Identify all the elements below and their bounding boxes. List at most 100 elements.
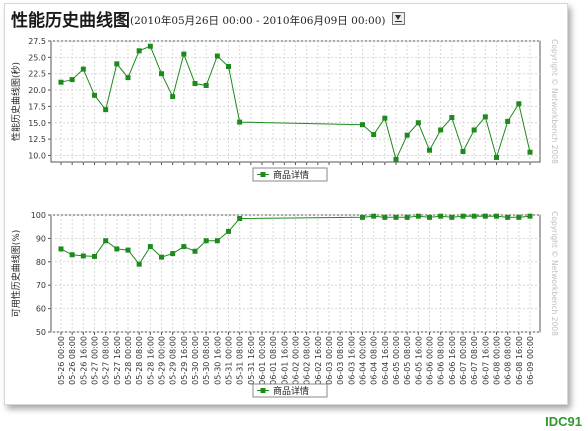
legend-box: [252, 383, 328, 398]
data-point: [393, 156, 399, 162]
x-tick-label: 05-30 08:00: [202, 336, 211, 385]
data-point: [382, 214, 388, 220]
data-point: [494, 213, 499, 219]
data-point: [516, 214, 522, 220]
x-tick-label: 05-26 00:00: [57, 336, 66, 385]
x-tick-label: 06-01 00:00: [258, 336, 267, 385]
x-tick-label: 05-28 16:00: [146, 336, 155, 385]
x-tick-label: 06-06 16:00: [448, 336, 457, 385]
data-point: [482, 213, 488, 219]
copyright-label: Copyright © Networkbench 2008: [550, 39, 559, 164]
x-tick-label: 06-06 00:00: [426, 336, 435, 385]
data-point: [505, 118, 511, 124]
data-point: [203, 82, 209, 88]
x-tick-label: 05-26 16:00: [79, 336, 88, 385]
x-tick-label: 06-06 08:00: [437, 336, 446, 385]
date-range: (2010年05月26日 00:00 - 2010年06月09日 00:00): [130, 15, 386, 27]
y-tick-label: 25.0: [28, 53, 46, 62]
x-tick-label: 06-04 16:00: [381, 336, 390, 385]
data-point: [471, 213, 477, 219]
data-point: [58, 246, 64, 252]
data-point: [58, 79, 64, 85]
x-tick-label: 05-29 16:00: [180, 336, 189, 385]
x-tick-label: 06-02 16:00: [314, 336, 323, 385]
data-point: [404, 132, 410, 138]
data-point: [438, 127, 444, 133]
x-tick-label: 06-05 08:00: [403, 336, 412, 385]
legend-label: 商品详情: [273, 169, 309, 181]
data-point: [203, 238, 209, 244]
y-tick-label: 50: [36, 328, 46, 337]
data-point: [192, 81, 198, 87]
data-point: [147, 244, 153, 250]
y-tick-label: 20.0: [28, 86, 46, 95]
x-tick-label: 06-05 00:00: [392, 336, 401, 385]
charts-canvas: 10.0 12.5 15.0 17.5 20.0 22.5 25.0 27.5 性能历史曲线图(…: [10, 37, 559, 398]
y-tick-label: 27.5: [28, 37, 46, 46]
legend: 商品详情: [252, 167, 328, 182]
data-point: [214, 238, 220, 244]
data-point: [427, 147, 432, 153]
x-tick-label: 06-04 00:00: [359, 336, 368, 385]
chart-header: 性能历史曲线图(2010年05月26日 00:00 - 2010年06月09日 …: [11, 6, 405, 31]
x-tick-label: 06-08 00:00: [493, 336, 502, 385]
data-point: [181, 51, 187, 57]
data-point: [237, 119, 243, 125]
data-point: [125, 247, 131, 253]
data-point: [415, 120, 421, 126]
data-point: [449, 115, 455, 121]
data-point: [393, 214, 399, 220]
data-point: [382, 115, 388, 121]
data-point: [103, 107, 109, 113]
data-point: [460, 149, 466, 155]
data-point: [494, 154, 499, 160]
copyright-label: Copyright © Networkbench 2008: [550, 211, 559, 336]
download-icon[interactable]: [391, 12, 405, 25]
data-point: [114, 61, 120, 67]
data-point: [92, 92, 97, 98]
response-time-chart: 10.0 12.5 15.0 17.5 20.0 22.5 25.0 27.5 性能历史曲线图(…: [10, 37, 559, 182]
data-point: [505, 214, 511, 220]
chart-card: 性能历史曲线图(2010年05月26日 00:00 - 2010年06月09日 …: [4, 3, 568, 405]
data-point: [136, 48, 142, 54]
legend-marker: [260, 388, 266, 393]
data-point: [482, 114, 488, 120]
data-point: [80, 253, 86, 259]
data-point: [170, 94, 176, 100]
data-point: [226, 64, 231, 70]
data-point: [92, 253, 97, 259]
y-tick-label: 90: [36, 234, 46, 243]
data-point: [360, 214, 365, 220]
x-tick-label: 06-07 16:00: [481, 336, 490, 385]
x-tick-label: 06-04 08:00: [370, 336, 379, 385]
y-axis-label: 可用性历史曲线图(%): [10, 230, 22, 318]
data-point: [103, 238, 109, 244]
x-tick-label: 05-27 08:00: [102, 336, 111, 385]
legend-label: 商品详情: [273, 385, 309, 397]
data-point: [527, 213, 533, 219]
x-tick-label: 05-30 00:00: [191, 336, 200, 385]
data-point: [69, 252, 75, 258]
x-tick-label: 05-29 00:00: [158, 336, 167, 385]
data-point: [114, 246, 120, 252]
x-tick-label: 06-02 00:00: [292, 336, 301, 385]
x-tick-label: 05-29 08:00: [169, 336, 178, 385]
data-point: [404, 214, 410, 220]
y-tick-label: 70: [36, 281, 46, 290]
page-title: 性能历史曲线图: [11, 11, 130, 31]
x-tick-label: 06-07 08:00: [470, 336, 479, 385]
data-point: [159, 71, 164, 77]
x-tick-label: 05-30 16:00: [213, 336, 222, 385]
data-point: [427, 214, 432, 220]
legend: 商品详情: [252, 383, 328, 398]
x-tick-label: 05-31 08:00: [236, 336, 245, 385]
data-point: [80, 66, 86, 72]
x-tick-label: 05-27 00:00: [91, 336, 100, 385]
data-point: [237, 216, 243, 222]
y-tick-label: 100: [31, 211, 46, 220]
data-point: [159, 254, 164, 260]
data-point: [69, 77, 75, 83]
x-tick-label: 06-01 16:00: [280, 336, 289, 385]
data-point: [516, 101, 522, 107]
x-tick-label: 06-07 00:00: [459, 336, 468, 385]
